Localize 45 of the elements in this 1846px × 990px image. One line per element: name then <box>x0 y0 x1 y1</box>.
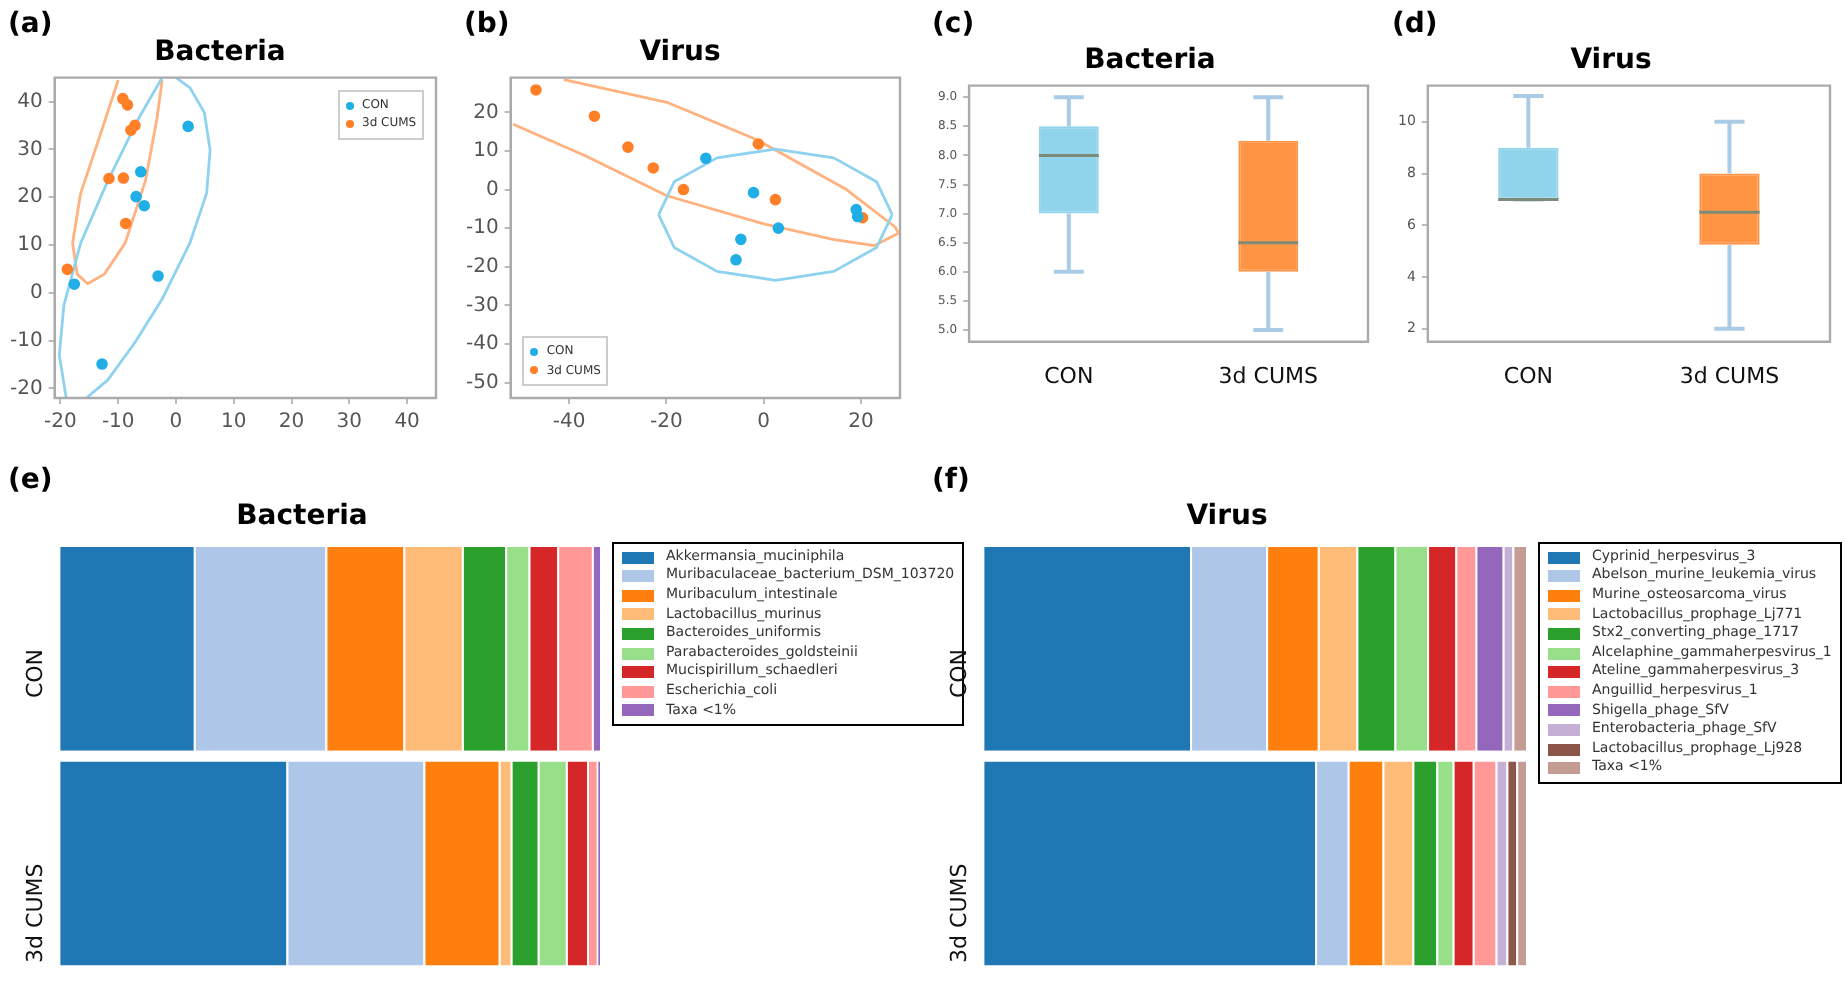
y-tick-label: 20 <box>473 101 499 124</box>
y-tick-label: 3d CUMS <box>22 863 49 963</box>
y-tick-label: -20 <box>465 255 499 278</box>
text: (e) <box>8 464 53 496</box>
y-tick-label: 3d CUMS <box>946 863 973 963</box>
x-tick-label: 0 <box>757 411 771 434</box>
x-tick-label: 3d CUMS <box>1218 362 1318 389</box>
y-tick-label: -50 <box>465 371 499 394</box>
y-tick-label: 0 <box>485 178 499 201</box>
text: (f) <box>932 464 970 496</box>
x-tick-label: -10 <box>101 411 135 434</box>
x-tick-label: 20 <box>278 411 305 434</box>
y-tick-label: CON <box>22 648 49 699</box>
x-tick-label: 30 <box>336 411 363 434</box>
text: (a) <box>8 8 53 40</box>
y-tick-label: 10 <box>473 140 499 163</box>
y-tick-label: -40 <box>465 333 499 356</box>
y-tick-label: -10 <box>465 217 499 240</box>
chart-title: Virus <box>639 36 721 69</box>
y-tick-label: CON <box>946 648 973 699</box>
chart-title: Virus <box>1570 44 1652 77</box>
y-tick-label: 10 <box>17 234 43 257</box>
x-tick-label: 0 <box>169 411 183 434</box>
x-tick-label: 40 <box>394 411 420 434</box>
x-tick-label: -20 <box>650 411 683 434</box>
text: (c) <box>932 8 975 40</box>
text: (b) <box>464 8 510 40</box>
y-tick-label: 30 <box>17 138 43 161</box>
y-tick-label: 0 <box>29 281 43 304</box>
chart-title: Bacteria <box>154 36 286 69</box>
y-tick-label: -10 <box>9 329 43 352</box>
x-tick-label: 3d CUMS <box>1679 362 1780 389</box>
x-tick-label: 10 <box>221 411 247 434</box>
y-tick-label: -30 <box>465 294 499 317</box>
x-tick-label: CON <box>1503 362 1553 389</box>
y-tick-label: 40 <box>17 90 43 113</box>
chart-title: Virus <box>1186 500 1268 533</box>
chart-title: Bacteria <box>1084 44 1216 77</box>
x-tick-label: -20 <box>44 411 77 434</box>
chart-title: Bacteria <box>236 500 368 533</box>
x-tick-label: 20 <box>848 411 874 434</box>
x-tick-label: CON <box>1044 362 1094 389</box>
text: (d) <box>1392 8 1438 40</box>
y-tick-label: 20 <box>17 186 43 209</box>
x-tick-label: -40 <box>552 411 586 434</box>
